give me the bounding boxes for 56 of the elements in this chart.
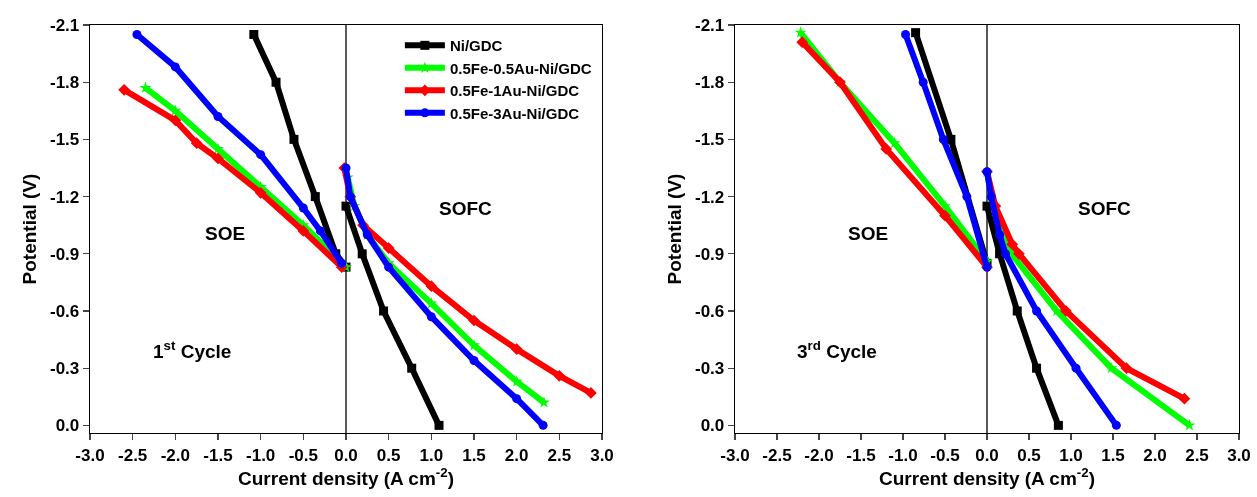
x-tick-label: 0.0 bbox=[975, 445, 999, 465]
legend-label: 0.5Fe-0.5Au-Ni/GDC bbox=[449, 59, 592, 77]
y-tick-label: -1.5 bbox=[50, 130, 80, 150]
x-tick-label: 2.5 bbox=[547, 445, 572, 465]
y-tick-label: 0.0 bbox=[55, 416, 80, 436]
x-tick-label: 2.5 bbox=[1185, 445, 1209, 465]
x-tick-label: -2.5 bbox=[762, 445, 792, 465]
x-tick-label: 3.0 bbox=[590, 445, 614, 465]
x-tick-label: 2.0 bbox=[504, 445, 529, 465]
x-tick-label: -1.0 bbox=[888, 445, 918, 465]
y-tick-label: 0.0 bbox=[700, 416, 725, 436]
legend-label: Ni/GDC bbox=[449, 37, 503, 55]
x-axis-title: Current density (A cm$^{-2}$) bbox=[879, 464, 1095, 489]
x-tick-label: 2.0 bbox=[1143, 445, 1167, 465]
x-tick-label: 1.0 bbox=[1059, 445, 1083, 465]
y-axis-title: Potential (V) bbox=[664, 173, 685, 285]
y-tick-label: -1.2 bbox=[695, 187, 725, 207]
x-tick-label: -1.0 bbox=[246, 445, 276, 465]
annotation: SOE bbox=[848, 223, 889, 244]
x-tick-label: -1.5 bbox=[203, 445, 233, 465]
x-tick-label: 1.5 bbox=[462, 445, 486, 465]
y-tick-label: -1.8 bbox=[695, 73, 725, 93]
x-tick-label: -2.5 bbox=[118, 445, 148, 465]
annotation: SOFC bbox=[1078, 198, 1132, 219]
y-tick-label: -2.1 bbox=[50, 15, 80, 35]
x-tick-label: 3.0 bbox=[1227, 445, 1251, 465]
y-tick-label: -1.2 bbox=[50, 187, 80, 207]
x-tick-label: -3.0 bbox=[75, 445, 105, 465]
y-tick-label: -1.5 bbox=[695, 130, 725, 150]
y-tick-label: -0.9 bbox=[50, 244, 80, 264]
y-tick-label: -0.3 bbox=[50, 359, 80, 379]
annotation: 3$^{rd}$ Cycle bbox=[797, 338, 877, 362]
x-tick-label: 1.0 bbox=[419, 445, 444, 465]
x-tick-label: 1.5 bbox=[1101, 445, 1125, 465]
x-tick-label: -1.5 bbox=[846, 445, 876, 465]
y-tick-label: -0.3 bbox=[695, 359, 725, 379]
y-tick-label: -0.6 bbox=[50, 301, 80, 321]
x-axis-title: Current density (A cm$^{-2}$) bbox=[238, 464, 454, 489]
x-tick-label: -0.5 bbox=[930, 445, 960, 465]
x-tick-label: -2.0 bbox=[160, 445, 190, 465]
y-tick-label: -0.9 bbox=[695, 244, 725, 264]
x-tick-label: -0.5 bbox=[288, 445, 318, 465]
y-tick-label: -1.8 bbox=[50, 73, 80, 93]
legend-label: 0.5Fe-3Au-Ni/GDC bbox=[449, 104, 580, 122]
x-tick-label: 0.5 bbox=[1017, 445, 1041, 465]
y-tick-label: -0.6 bbox=[695, 301, 725, 321]
annotation: SOFC bbox=[439, 198, 493, 219]
y-tick-label: -2.1 bbox=[695, 15, 725, 35]
annotation: 1$^{st}$ Cycle bbox=[153, 338, 232, 362]
annotation: SOE bbox=[205, 223, 246, 244]
legend-label: 0.5Fe-1Au-Ni/GDC bbox=[449, 82, 580, 100]
x-tick-label: -2.0 bbox=[804, 445, 834, 465]
x-tick-label: 0.0 bbox=[334, 445, 358, 465]
x-tick-label: 0.5 bbox=[376, 445, 401, 465]
y-axis-title: Potential (V) bbox=[19, 173, 40, 285]
x-tick-label: -3.0 bbox=[720, 445, 750, 465]
